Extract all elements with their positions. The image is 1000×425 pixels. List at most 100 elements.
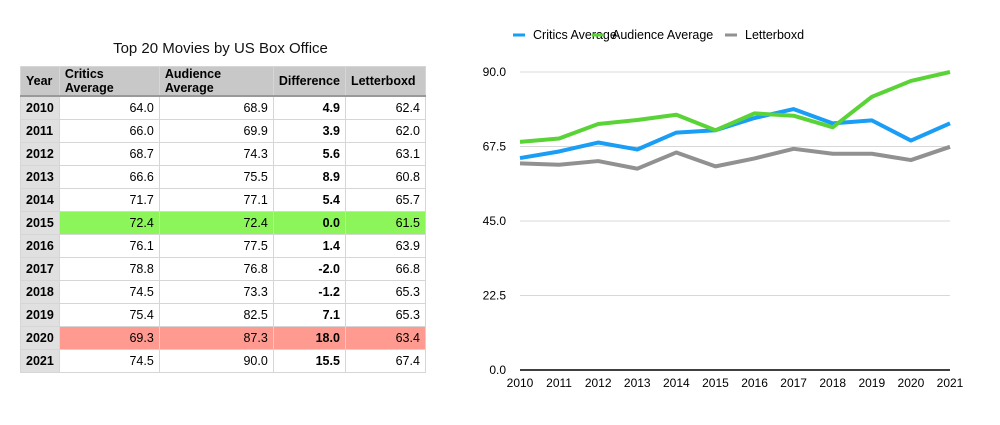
x-tick-label: 2016 — [741, 376, 768, 390]
legend-label: Audience Average — [612, 28, 713, 42]
table-cell: 18.0 — [272, 325, 346, 350]
table-cell: 73.3 — [158, 279, 274, 304]
table-row: 2019 75.4 82.5 7.1 65.3 — [20, 302, 426, 327]
table-row: 2012 68.7 74.3 5.6 63.1 — [20, 141, 426, 166]
table-cell: 77.5 — [158, 233, 274, 258]
x-tick-label: 2012 — [585, 376, 612, 390]
table-cell: -1.2 — [272, 279, 346, 304]
x-tick-label: 2011 — [546, 376, 572, 390]
table-cell: 62.0 — [344, 118, 426, 143]
legend-label: Letterboxd — [745, 28, 804, 42]
table-cell: 63.9 — [344, 233, 426, 258]
y-tick-label: 0.0 — [489, 363, 506, 377]
x-tick-label: 2013 — [624, 376, 651, 390]
table-cell: 68.9 — [158, 95, 274, 120]
series-line — [519, 107, 951, 161]
table-cell: 2020 — [20, 325, 60, 350]
legend-label: Critics Average — [533, 28, 617, 42]
table-cell: 76.8 — [158, 256, 274, 281]
table-cell: 69.3 — [58, 325, 160, 350]
table-cell: 87.3 — [158, 325, 274, 350]
table-cell: 75.5 — [158, 164, 274, 189]
column-header: Audience Average — [158, 66, 274, 97]
table-cell: 4.9 — [272, 95, 346, 120]
x-tick-label: 2017 — [780, 376, 807, 390]
table-row: 2010 64.0 68.9 4.9 62.4 — [20, 95, 426, 120]
column-header: Letterboxd — [344, 66, 426, 97]
table-cell: 2019 — [20, 302, 60, 327]
table-cell: 77.1 — [158, 187, 274, 212]
table-cell: -2.0 — [272, 256, 346, 281]
x-tick-label: 2019 — [858, 376, 885, 390]
y-tick-label: 90.0 — [483, 65, 507, 79]
table-row: 2014 71.7 77.1 5.4 65.7 — [20, 187, 426, 212]
table-cell: 67.4 — [344, 348, 426, 373]
y-tick-label: 67.5 — [483, 140, 507, 154]
table-cell: 69.9 — [158, 118, 274, 143]
table-cell: 78.8 — [58, 256, 160, 281]
column-header: Year — [20, 66, 60, 97]
table-cell: 2018 — [20, 279, 60, 304]
table-cell: 64.0 — [58, 95, 160, 120]
table-row: 2011 66.0 69.9 3.9 62.0 — [20, 118, 426, 143]
table-cell: 2013 — [20, 164, 60, 189]
table-cell: 68.7 — [58, 141, 160, 166]
table-row: 2018 74.5 73.3 -1.2 65.3 — [20, 279, 426, 304]
table-cell: 62.4 — [344, 95, 426, 120]
y-tick-label: 22.5 — [483, 289, 507, 303]
table-cell: 2011 — [20, 118, 60, 143]
series-line — [519, 144, 951, 171]
series-line — [519, 70, 951, 144]
data-table: Year Critics Average Audience Average Diffe… — [20, 66, 426, 373]
table-cell: 66.0 — [58, 118, 160, 143]
table-cell: 60.8 — [344, 164, 426, 189]
table-cell: 74.5 — [58, 279, 160, 304]
table-title: Top 20 Movies by US Box Office — [113, 40, 328, 57]
table-cell: 63.4 — [344, 325, 426, 350]
table-row: 2021 74.5 90.0 15.5 67.4 — [20, 348, 426, 373]
x-tick-label: 2021 — [937, 376, 964, 390]
table-cell: 2014 — [20, 187, 60, 212]
table-cell: 7.1 — [272, 302, 346, 327]
table-cell: 3.9 — [272, 118, 346, 143]
table-cell: 74.5 — [58, 348, 160, 373]
table-cell: 74.3 — [158, 141, 274, 166]
table-cell: 66.6 — [58, 164, 160, 189]
x-tick-label: 2018 — [819, 376, 846, 390]
line-chart: 0.0 22.5 45.0 67.5 90.0 2010 2011 2012 2013 2014 2… — [483, 28, 964, 390]
table-cell: 66.8 — [344, 256, 426, 281]
x-tick-label: 2010 — [507, 376, 534, 390]
table-row: 2017 78.8 76.8 -2.0 66.8 — [20, 256, 426, 281]
table-cell: 8.9 — [272, 164, 346, 189]
table-cell: 63.1 — [344, 141, 426, 166]
table-cell: 71.7 — [58, 187, 160, 212]
column-header: Difference — [272, 66, 346, 97]
table-cell: 0.0 — [272, 210, 346, 235]
x-tick-label: 2020 — [898, 376, 925, 390]
x-tick-label: 2014 — [663, 376, 690, 390]
table-cell: 65.3 — [344, 302, 426, 327]
table-cell: 72.4 — [58, 210, 160, 235]
table-cell: 75.4 — [58, 302, 160, 327]
table-cell: 61.5 — [344, 210, 426, 235]
table-cell: 2012 — [20, 141, 60, 166]
table-cell: 2015 — [20, 210, 60, 235]
table-cell: 2010 — [20, 95, 60, 120]
y-tick-label: 45.0 — [483, 214, 507, 228]
table-cell: 82.5 — [158, 302, 274, 327]
table-cell: 2021 — [20, 348, 60, 373]
table-cell: 65.7 — [344, 187, 426, 212]
table-cell: 5.4 — [272, 187, 346, 212]
table-row: 2013 66.6 75.5 8.9 60.8 — [20, 164, 426, 189]
table-cell: 5.6 — [272, 141, 346, 166]
table-row: 2016 76.1 77.5 1.4 63.9 — [20, 233, 426, 258]
table-cell: 72.4 — [158, 210, 274, 235]
table-cell: 90.0 — [158, 348, 274, 373]
table-cell: 1.4 — [272, 233, 346, 258]
x-tick-label: 2015 — [702, 376, 729, 390]
table-cell: 76.1 — [58, 233, 160, 258]
table-row: 2020 69.3 87.3 18.0 63.4 — [20, 325, 426, 350]
column-header: Critics Average — [58, 66, 160, 97]
table-row: 2015 72.4 72.4 0.0 61.5 — [20, 210, 426, 235]
table-cell: 2017 — [20, 256, 60, 281]
